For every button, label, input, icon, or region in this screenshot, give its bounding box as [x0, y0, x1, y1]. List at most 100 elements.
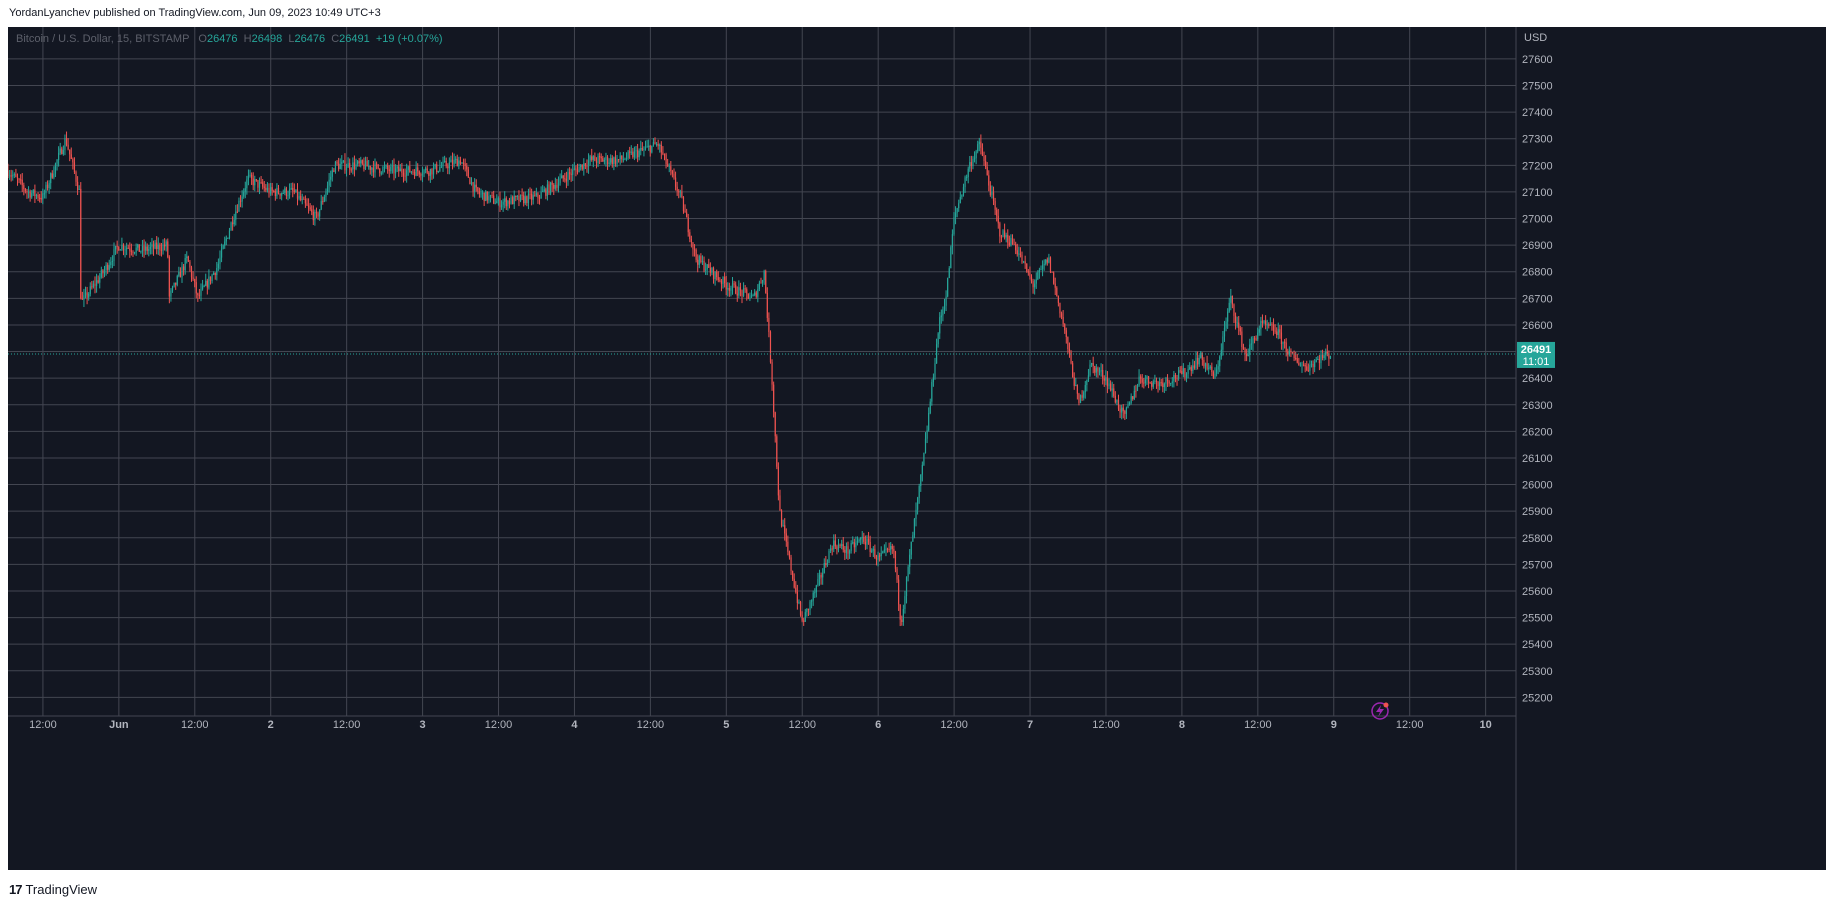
- candle-body: [600, 156, 602, 159]
- candle-body: [1105, 377, 1107, 381]
- candle-body: [194, 279, 196, 283]
- candle-body: [996, 209, 998, 216]
- x-tick-label: 12:00: [485, 719, 513, 731]
- candle-body: [1059, 302, 1061, 314]
- candle-body: [1002, 230, 1004, 238]
- candle-body: [907, 566, 909, 578]
- candle-body: [542, 191, 544, 193]
- candle-body: [684, 211, 686, 213]
- candle-body: [660, 144, 662, 153]
- candle-body: [655, 144, 658, 146]
- candle-body: [561, 175, 563, 179]
- candle-body: [1260, 320, 1262, 330]
- candle-body: [211, 274, 213, 282]
- candle-body: [638, 150, 640, 158]
- candle-body: [350, 169, 352, 171]
- candle-body: [1288, 350, 1290, 355]
- candle-body: [562, 175, 564, 179]
- candle-body: [51, 173, 53, 178]
- candle-body: [72, 158, 74, 163]
- candle-body: [1163, 383, 1165, 388]
- candle-body: [236, 211, 238, 213]
- candlestick-chart[interactable]: 25200 25300 25400 25500 25600 25700 25800 25900…: [8, 27, 1826, 870]
- candle-body: [423, 170, 425, 174]
- candle-body: [444, 160, 446, 162]
- candle-body: [1143, 382, 1145, 384]
- candle-body: [587, 160, 590, 167]
- candle-body: [1190, 367, 1192, 372]
- candle-body: [46, 184, 49, 189]
- candle-body: [687, 217, 689, 233]
- candle-body: [478, 191, 481, 194]
- candle-body: [635, 150, 637, 152]
- candle-body: [445, 160, 447, 167]
- candle-body: [823, 562, 825, 573]
- candle-body: [975, 151, 977, 159]
- candle-body: [119, 249, 121, 251]
- candle-body: [803, 620, 805, 622]
- candle-body: [659, 144, 661, 146]
- candle-body: [304, 199, 306, 204]
- candle-body: [263, 186, 265, 188]
- candle-body: [1268, 324, 1270, 326]
- candle-body: [856, 540, 859, 543]
- candle-body: [597, 156, 599, 163]
- candle-body: [241, 196, 243, 202]
- candle-body: [238, 200, 240, 212]
- candle-body: [368, 166, 370, 168]
- candle-body: [719, 280, 721, 282]
- candle-body: [50, 173, 52, 184]
- candle-body: [1022, 261, 1025, 263]
- flash-alert-icon[interactable]: [1371, 702, 1389, 720]
- candle-body: [480, 193, 482, 195]
- candle-body: [285, 188, 288, 196]
- candle-body: [1185, 373, 1188, 378]
- candle-body: [201, 286, 204, 290]
- candle-body: [1298, 362, 1300, 366]
- candle-body: [34, 189, 36, 197]
- candle-body: [720, 281, 723, 284]
- candle-body: [138, 244, 140, 252]
- candle-body: [924, 438, 927, 453]
- candle-body: [1326, 351, 1328, 354]
- candle-body: [692, 242, 694, 250]
- candle-body: [940, 315, 942, 318]
- candle-body: [274, 191, 276, 196]
- candle-body: [437, 170, 439, 172]
- candle-body: [1030, 276, 1033, 282]
- candle-body: [420, 174, 422, 176]
- candle-body: [124, 249, 126, 251]
- candle-body: [357, 161, 359, 165]
- candle-body: [811, 600, 813, 602]
- candle-body: [863, 536, 865, 542]
- candle-body: [1136, 385, 1139, 391]
- candle-body: [110, 262, 112, 266]
- candle-body: [40, 197, 42, 200]
- candle-body: [867, 538, 870, 542]
- candle-body: [845, 546, 848, 553]
- tradingview-footer[interactable]: 17 TradingView: [9, 882, 97, 897]
- candle-body: [602, 158, 604, 162]
- candle-body: [1283, 341, 1286, 343]
- candle-body: [1184, 368, 1186, 378]
- candle-body: [320, 201, 322, 210]
- candle-body: [27, 191, 30, 193]
- candle-body: [1038, 269, 1041, 273]
- candle-body: [894, 551, 897, 569]
- candle-body: [1100, 369, 1102, 372]
- candle-body: [766, 292, 768, 318]
- candle-body: [1317, 359, 1319, 361]
- candle-body: [86, 292, 88, 298]
- candle-body: [947, 278, 949, 297]
- candle-body: [942, 309, 944, 316]
- candle-body: [1168, 381, 1170, 384]
- candle-body: [742, 288, 745, 296]
- candle-body: [164, 244, 166, 247]
- price-chart-panel[interactable]: 25200 25300 25400 25500 25600 25700 25800 25900…: [8, 27, 1826, 870]
- candle-body: [1037, 272, 1039, 280]
- candle-body: [540, 191, 542, 199]
- candle-body: [739, 287, 742, 291]
- candle-body: [402, 172, 405, 176]
- candle-body: [780, 510, 783, 526]
- candle-body: [1312, 363, 1314, 368]
